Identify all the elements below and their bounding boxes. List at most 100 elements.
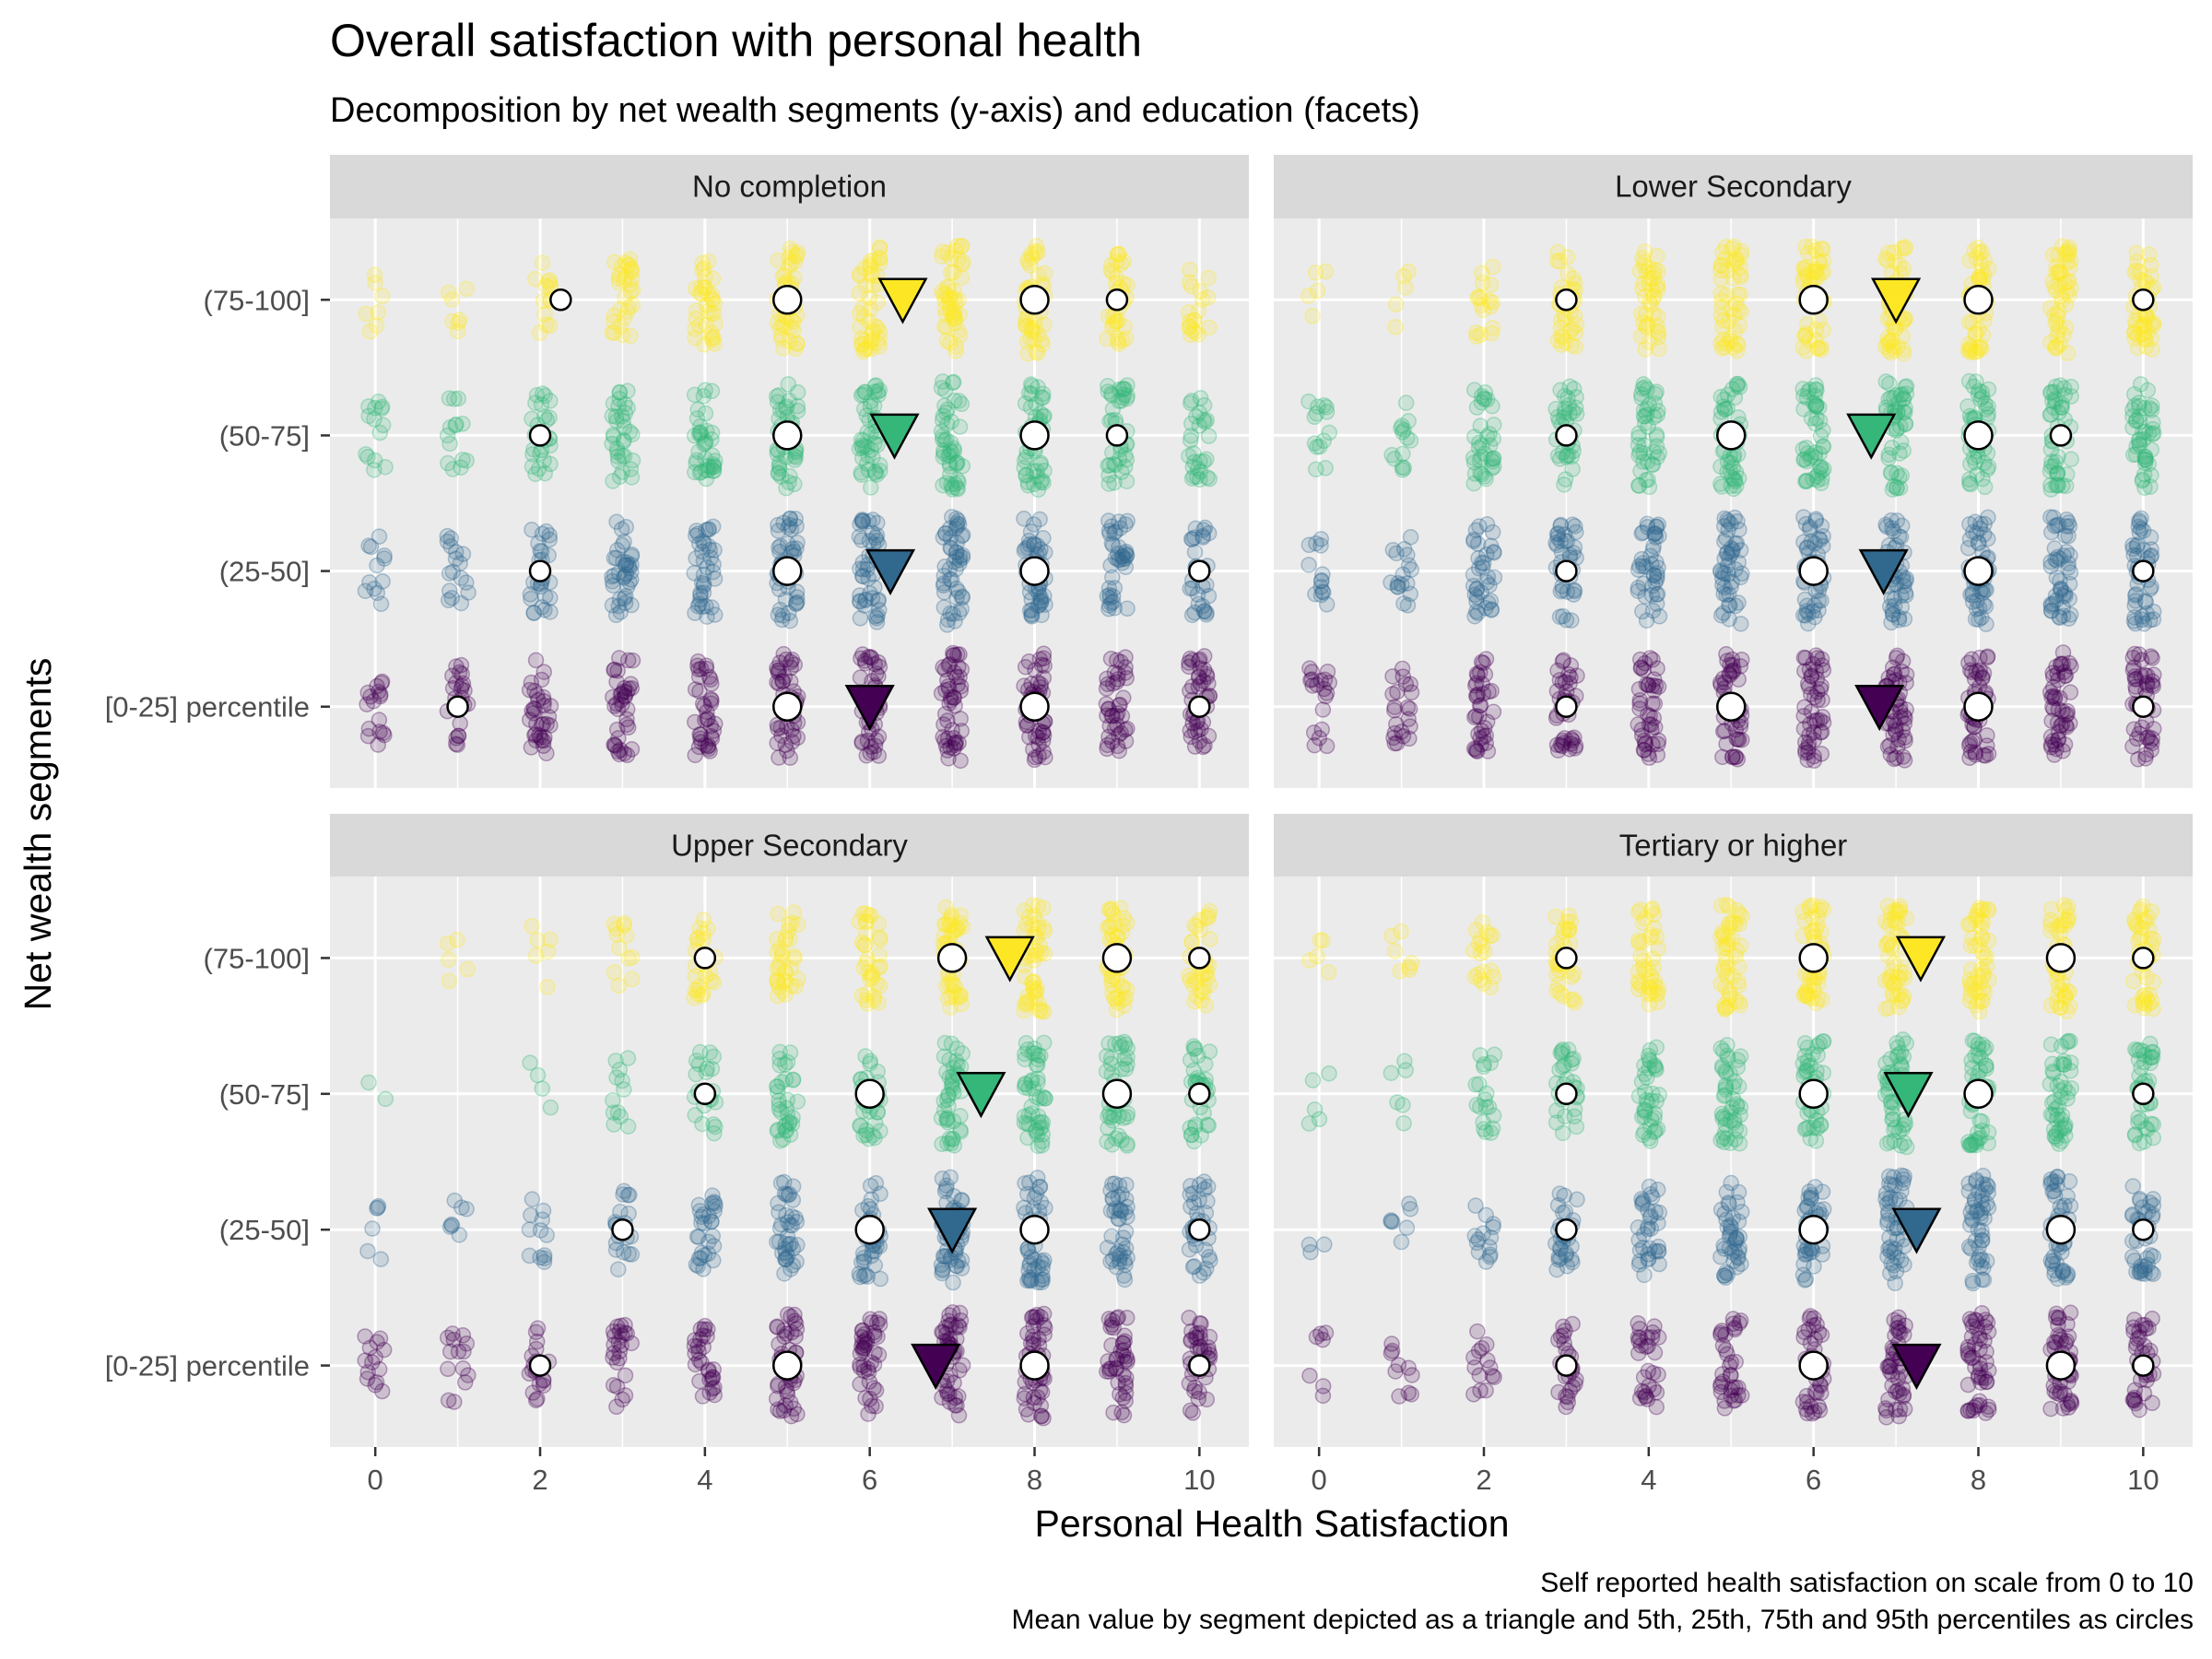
data-point xyxy=(536,729,553,746)
chart-title: Overall satisfaction with personal healt… xyxy=(330,15,1142,66)
data-point xyxy=(869,514,886,532)
data-point xyxy=(862,585,878,602)
data-point xyxy=(371,724,388,740)
data-point xyxy=(1104,707,1121,724)
data-point xyxy=(1388,545,1405,562)
data-point xyxy=(1387,296,1405,313)
data-point xyxy=(1113,1202,1130,1219)
data-point xyxy=(362,538,380,556)
data-point xyxy=(1111,697,1127,713)
data-point xyxy=(952,677,970,695)
data-point xyxy=(700,521,717,537)
data-point xyxy=(853,735,870,751)
facet-strip-label: Lower Secondary xyxy=(1615,170,1852,204)
data-point xyxy=(360,537,377,554)
data-point xyxy=(703,1213,720,1230)
data-point xyxy=(606,307,622,324)
data-point xyxy=(947,314,963,332)
data-point xyxy=(2041,406,2059,423)
data-point xyxy=(623,971,641,988)
data-point xyxy=(532,729,549,746)
data-point xyxy=(524,410,540,428)
data-point xyxy=(617,688,633,705)
data-point xyxy=(444,667,461,684)
data-point xyxy=(606,736,623,753)
data-point xyxy=(770,720,786,737)
data-point xyxy=(532,1222,549,1239)
data-point xyxy=(369,1200,385,1217)
data-point xyxy=(771,654,788,671)
data-point xyxy=(2053,1331,2070,1348)
data-point xyxy=(1031,511,1048,528)
data-point xyxy=(608,695,625,712)
data-point xyxy=(527,732,545,749)
data-point xyxy=(454,1359,472,1377)
data-point xyxy=(1976,526,1993,543)
data-point xyxy=(694,598,711,616)
data-point xyxy=(1960,736,1978,754)
data-point xyxy=(529,1066,547,1084)
data-point xyxy=(777,963,794,981)
data-point xyxy=(1802,1398,1819,1415)
data-point xyxy=(618,557,635,574)
data-point xyxy=(604,435,620,453)
data-point xyxy=(689,597,707,615)
data-point xyxy=(1383,1335,1400,1352)
data-point xyxy=(1190,669,1207,686)
data-point xyxy=(1112,696,1128,713)
data-point xyxy=(1183,531,1201,547)
data-point xyxy=(2048,312,2065,329)
data-point xyxy=(852,1376,868,1393)
data-point xyxy=(541,531,559,548)
data-point xyxy=(1959,539,1977,557)
data-point xyxy=(937,524,954,542)
data-point xyxy=(1465,531,1482,548)
data-point xyxy=(1111,538,1127,556)
data-point xyxy=(771,1051,788,1067)
data-point xyxy=(1633,727,1651,744)
data-point xyxy=(623,948,641,966)
data-point xyxy=(699,703,715,721)
data-point xyxy=(1961,253,1979,269)
data-point xyxy=(941,695,958,712)
data-point xyxy=(447,675,465,691)
data-point xyxy=(609,700,627,718)
data-point xyxy=(525,605,543,621)
data-point xyxy=(1554,653,1571,670)
data-point xyxy=(524,522,540,538)
data-point xyxy=(1884,659,1901,676)
data-point xyxy=(2056,245,2074,262)
data-point xyxy=(458,1335,476,1352)
data-point xyxy=(1469,605,1487,621)
data-point xyxy=(770,662,786,679)
data-point xyxy=(954,457,971,475)
data-point xyxy=(366,581,382,597)
data-point xyxy=(1194,738,1212,756)
data-point xyxy=(2063,451,2079,468)
data-point xyxy=(954,526,971,544)
data-point xyxy=(614,536,630,554)
data-point xyxy=(604,597,621,614)
percentile-marker-p75 xyxy=(1019,420,1050,451)
data-point xyxy=(861,533,878,549)
data-point xyxy=(1119,512,1135,530)
data-point xyxy=(442,537,459,555)
data-point xyxy=(1022,1335,1040,1352)
data-point xyxy=(618,716,635,734)
data-point xyxy=(946,730,962,747)
data-point xyxy=(933,380,950,396)
percentile-marker-p95 xyxy=(1188,947,1211,970)
data-point xyxy=(1887,1401,1904,1418)
data-point xyxy=(1195,603,1213,619)
data-point xyxy=(1896,241,1913,257)
data-point xyxy=(770,516,786,534)
data-point xyxy=(357,582,374,599)
data-point xyxy=(1184,714,1201,732)
data-point xyxy=(537,277,555,294)
data-point xyxy=(608,513,625,530)
data-point xyxy=(945,606,961,623)
data-point xyxy=(623,596,640,614)
data-point xyxy=(942,688,959,706)
data-point xyxy=(941,1069,958,1086)
